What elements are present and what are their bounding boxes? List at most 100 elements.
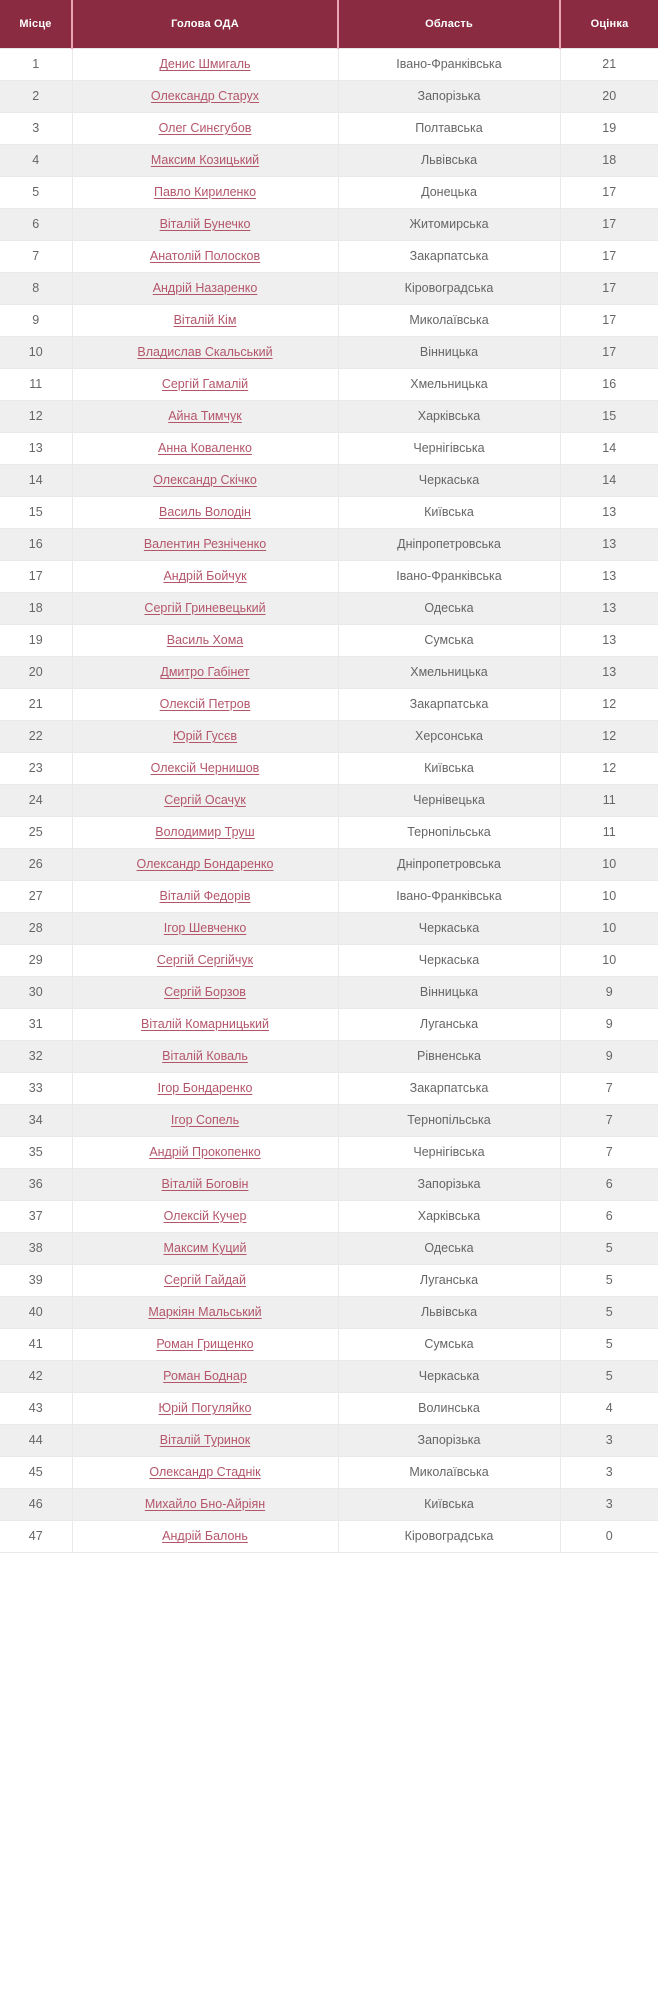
person-link[interactable]: Валентин Резніченко: [143, 537, 267, 551]
cell-score: 13: [560, 528, 658, 561]
cell-place: 35: [0, 1136, 73, 1169]
person-link[interactable]: Ігор Сопель: [170, 1113, 240, 1127]
cell-score: 14: [560, 464, 658, 497]
table-row: 28 Ігор Шевченко Черкаська 10: [0, 912, 658, 945]
person-link[interactable]: Павло Кириленко: [153, 185, 257, 199]
cell-score: 21: [560, 48, 658, 81]
cell-name: Владислав Скальський: [72, 336, 339, 369]
table-row: 2 Олександр Старух Запорізька 20: [0, 80, 658, 113]
person-link[interactable]: Андрій Балонь: [162, 1529, 248, 1543]
cell-score: 12: [560, 752, 658, 785]
cell-score: 3: [560, 1424, 658, 1457]
person-link[interactable]: Віталій Бунечко: [159, 217, 251, 231]
person-link[interactable]: Денис Шмигаль: [159, 57, 251, 71]
person-link[interactable]: Володимир Труш: [155, 825, 255, 839]
person-link[interactable]: Сергій Гамалій: [161, 377, 249, 391]
cell-name: Валентин Резніченко: [72, 528, 339, 561]
cell-name: Володимир Труш: [72, 816, 339, 849]
table-row: 5 Павло Кириленко Донецька 17: [0, 176, 658, 209]
person-link[interactable]: Андрій Прокопенко: [149, 1145, 261, 1159]
person-link[interactable]: Василь Володін: [159, 505, 251, 519]
person-link[interactable]: Роман Грищенко: [156, 1337, 254, 1351]
person-link[interactable]: Олександр Бондаренко: [136, 857, 274, 871]
person-link[interactable]: Ігор Бондаренко: [157, 1081, 253, 1095]
person-link[interactable]: Дмитро Габінет: [160, 665, 250, 679]
cell-name: Віталій Коваль: [72, 1040, 339, 1073]
person-link[interactable]: Сергій Сергійчук: [156, 953, 254, 967]
cell-name: Олександр Старух: [72, 80, 339, 113]
table-row: 36 Віталій Боговін Запорізька 6: [0, 1168, 658, 1201]
person-link[interactable]: Віталій Кім: [173, 313, 237, 327]
person-link[interactable]: Андрій Назаренко: [152, 281, 258, 295]
cell-score: 11: [560, 816, 658, 849]
cell-place: 27: [0, 880, 73, 913]
table-header: Місце Голова ОДА Область Оцінка: [0, 0, 658, 49]
person-link[interactable]: Владислав Скальський: [137, 345, 273, 359]
person-link[interactable]: Максим Куций: [163, 1241, 247, 1255]
person-link[interactable]: Сергій Борзов: [164, 985, 246, 999]
cell-place: 33: [0, 1072, 73, 1105]
table-row: 30 Сергій Борзов Вінницька 9: [0, 976, 658, 1009]
cell-score: 7: [560, 1104, 658, 1137]
cell-place: 45: [0, 1456, 73, 1489]
cell-region: Луганська: [338, 1264, 561, 1297]
person-link[interactable]: Андрій Бойчук: [163, 569, 247, 583]
person-link[interactable]: Василь Хома: [166, 633, 244, 647]
cell-region: Дніпропетровська: [338, 528, 561, 561]
person-link[interactable]: Юрій Погуляйко: [158, 1401, 252, 1415]
cell-score: 7: [560, 1136, 658, 1169]
person-link[interactable]: Олексій Петров: [159, 697, 251, 711]
cell-place: 41: [0, 1328, 73, 1361]
table-row: 45 Олександр Стаднік Миколаївська 3: [0, 1456, 658, 1489]
person-link[interactable]: Анатолій Полосков: [149, 249, 261, 263]
person-link[interactable]: Олексій Чернишов: [150, 761, 260, 775]
person-link[interactable]: Юрій Гусєв: [172, 729, 238, 743]
cell-region: Миколаївська: [338, 1456, 561, 1489]
person-link[interactable]: Віталій Коваль: [162, 1049, 248, 1063]
cell-name: Олексій Петров: [72, 688, 339, 721]
person-link[interactable]: Віталій Боговін: [161, 1177, 249, 1191]
table-row: 1 Денис Шмигаль Івано-Франківська 21: [0, 48, 658, 81]
person-link[interactable]: Віталій Федорів: [159, 889, 251, 903]
cell-place: 2: [0, 80, 73, 113]
person-link[interactable]: Роман Боднар: [163, 1369, 247, 1383]
cell-place: 9: [0, 304, 73, 337]
column-header-region[interactable]: Область: [338, 0, 561, 49]
person-link[interactable]: Сергій Осачук: [164, 793, 246, 807]
cell-score: 5: [560, 1360, 658, 1393]
person-link[interactable]: Олександр Старух: [150, 89, 260, 103]
person-link[interactable]: Віталій Комарницький: [141, 1017, 269, 1031]
cell-region: Донецька: [338, 176, 561, 209]
cell-region: Полтавська: [338, 112, 561, 145]
cell-region: Хмельницька: [338, 656, 561, 689]
person-link[interactable]: Олександр Стаднік: [149, 1465, 261, 1479]
person-link[interactable]: Олексій Кучер: [163, 1209, 247, 1223]
person-link[interactable]: Михайло Бно-Айріян: [144, 1497, 266, 1511]
column-header-score[interactable]: Оцінка: [560, 0, 658, 49]
cell-name: Юрій Погуляйко: [72, 1392, 339, 1425]
person-link[interactable]: Маркіян Мальський: [148, 1305, 262, 1319]
table-row: 23 Олексій Чернишов Київська 12: [0, 752, 658, 785]
cell-place: 44: [0, 1424, 73, 1457]
cell-score: 5: [560, 1296, 658, 1329]
cell-score: 5: [560, 1264, 658, 1297]
cell-place: 31: [0, 1008, 73, 1041]
person-link[interactable]: Олег Синєгубов: [158, 121, 252, 135]
cell-place: 6: [0, 208, 73, 241]
person-link[interactable]: Айна Тимчук: [168, 409, 242, 423]
person-link[interactable]: Олександр Скічко: [153, 473, 257, 487]
person-link[interactable]: Максим Козицький: [150, 153, 260, 167]
person-link[interactable]: Віталій Туринок: [159, 1433, 251, 1447]
table-row: 42 Роман Боднар Черкаська 5: [0, 1360, 658, 1393]
table-row: 20 Дмитро Габінет Хмельницька 13: [0, 656, 658, 689]
column-header-place[interactable]: Місце: [0, 0, 73, 49]
cell-score: 13: [560, 624, 658, 657]
person-link[interactable]: Сергій Гриневецький: [144, 601, 266, 615]
person-link[interactable]: Сергій Гайдай: [164, 1273, 246, 1287]
person-link[interactable]: Анна Коваленко: [158, 441, 252, 455]
cell-score: 19: [560, 112, 658, 145]
cell-region: Сумська: [338, 1328, 561, 1361]
column-header-name[interactable]: Голова ОДА: [72, 0, 339, 49]
person-link[interactable]: Ігор Шевченко: [163, 921, 247, 935]
cell-region: Львівська: [338, 144, 561, 177]
